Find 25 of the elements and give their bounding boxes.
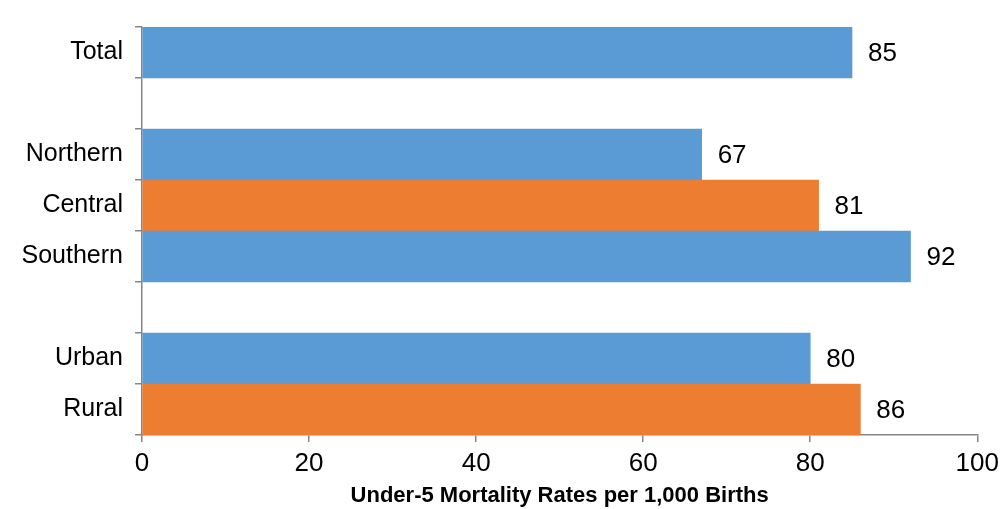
x-tick-label: 40 bbox=[461, 446, 491, 477]
bar bbox=[142, 332, 811, 385]
x-tick-label: 20 bbox=[294, 446, 324, 477]
y-tick-label: Southern bbox=[21, 240, 123, 269]
x-tick-label: 0 bbox=[134, 446, 150, 477]
bar bbox=[142, 128, 702, 181]
y-tick-label: Urban bbox=[54, 342, 123, 371]
data-label: 67 bbox=[717, 138, 747, 169]
data-label: 85 bbox=[868, 36, 897, 67]
y-tick-label: Central bbox=[42, 189, 123, 218]
bar bbox=[142, 179, 819, 232]
bar bbox=[142, 27, 853, 79]
x-axis-title: Under-5 Mortality Rates per 1,000 Births bbox=[350, 481, 769, 507]
y-tick-label: Rural bbox=[63, 393, 123, 422]
data-label: 92 bbox=[926, 240, 956, 271]
x-tick-label: 100 bbox=[955, 446, 1000, 477]
data-label: 80 bbox=[826, 342, 856, 373]
y-tick-label: Northern bbox=[25, 138, 123, 167]
x-tick-label: 80 bbox=[795, 446, 825, 477]
data-label: 81 bbox=[834, 189, 864, 220]
x-tick-label: 60 bbox=[628, 446, 658, 477]
y-tick-label: Total bbox=[70, 36, 123, 65]
bar bbox=[142, 230, 911, 283]
bar bbox=[142, 383, 861, 435]
data-label: 86 bbox=[876, 393, 906, 424]
